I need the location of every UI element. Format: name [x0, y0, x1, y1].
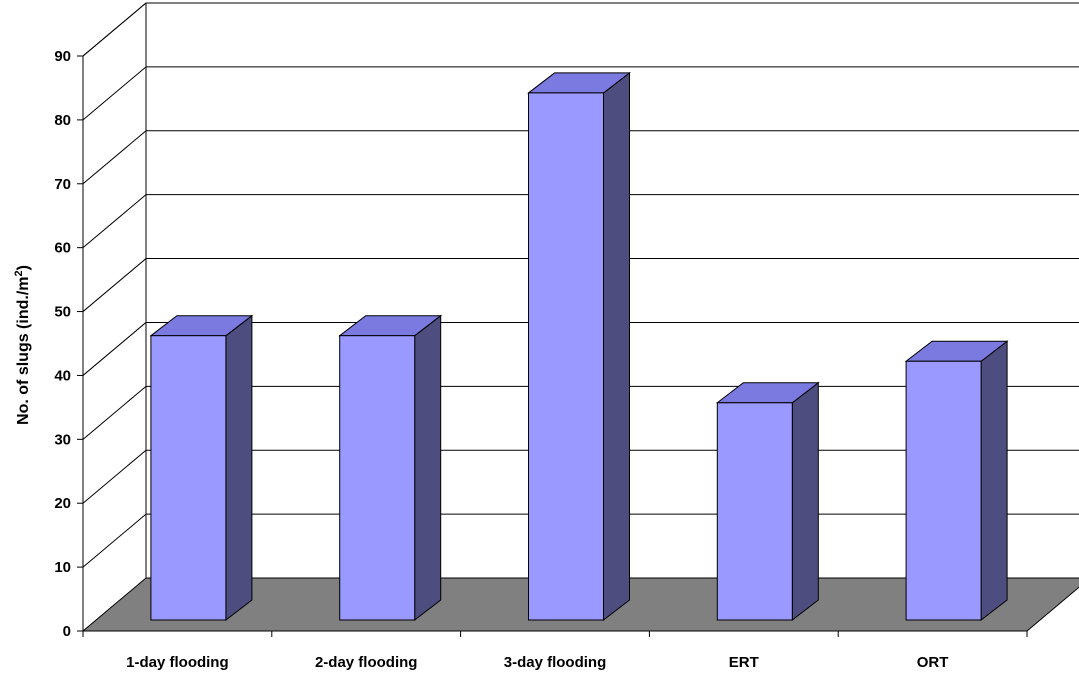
y-tick-label: 40 — [54, 367, 71, 384]
gridline-side — [82, 449, 147, 504]
y-tick-label: 80 — [54, 112, 71, 129]
bar-front-face — [905, 360, 982, 621]
gridline-side — [82, 513, 147, 568]
y-tick-label: 30 — [54, 431, 71, 448]
x-tick-labels: 1-day flooding 2-day flooding 3-day floodi… — [126, 654, 948, 671]
x-tick-label: 2-day flooding — [315, 654, 418, 671]
y-axis-title-superscript: 2 — [13, 270, 25, 276]
bar-side-face — [414, 314, 442, 622]
y-tick-label: 0 — [63, 623, 71, 640]
gridline-side — [82, 385, 147, 440]
y-tick-labels: 0 10 20 30 40 50 60 70 80 90 — [54, 48, 71, 640]
bar — [149, 314, 254, 622]
bars — [149, 71, 1009, 622]
bar-side-face — [980, 340, 1008, 622]
x-tick-label: ORT — [917, 654, 949, 671]
y-tick-label: 20 — [54, 495, 71, 512]
y-tick-label: 70 — [54, 176, 71, 193]
bar — [715, 381, 820, 622]
side-wall-top-edge — [82, 2, 147, 57]
bar-front-face — [339, 335, 416, 621]
gridline-side — [82, 66, 147, 121]
bar-front-face — [716, 402, 793, 621]
axes — [77, 2, 1028, 637]
bar-front-face — [528, 92, 604, 621]
bar — [338, 314, 443, 622]
x-tick-label: 3-day flooding — [504, 654, 607, 671]
y-tick-label: 50 — [54, 304, 71, 321]
bar-side-face — [603, 71, 630, 622]
gridline-side — [82, 194, 147, 249]
bar-front-face — [150, 335, 227, 621]
y-axis-title-suffix: ) — [15, 265, 32, 270]
gridline-side — [82, 258, 147, 312]
y-axis-title-main: No. of slugs (ind./m — [15, 277, 32, 425]
y-tick-label: 10 — [54, 559, 71, 576]
gridline-side — [82, 130, 147, 185]
x-tick-label: ERT — [729, 654, 759, 671]
x-tick-label: 1-day flooding — [126, 654, 229, 671]
bar — [527, 71, 631, 622]
gridline-side — [82, 322, 147, 376]
bar-side-face — [225, 314, 253, 622]
y-axis-title: No. of slugs (ind./m2) — [13, 265, 32, 425]
bar — [904, 340, 1009, 622]
y-tick-label: 90 — [54, 48, 71, 65]
y-tick-label: 60 — [54, 240, 71, 257]
bar-side-face — [791, 381, 819, 622]
